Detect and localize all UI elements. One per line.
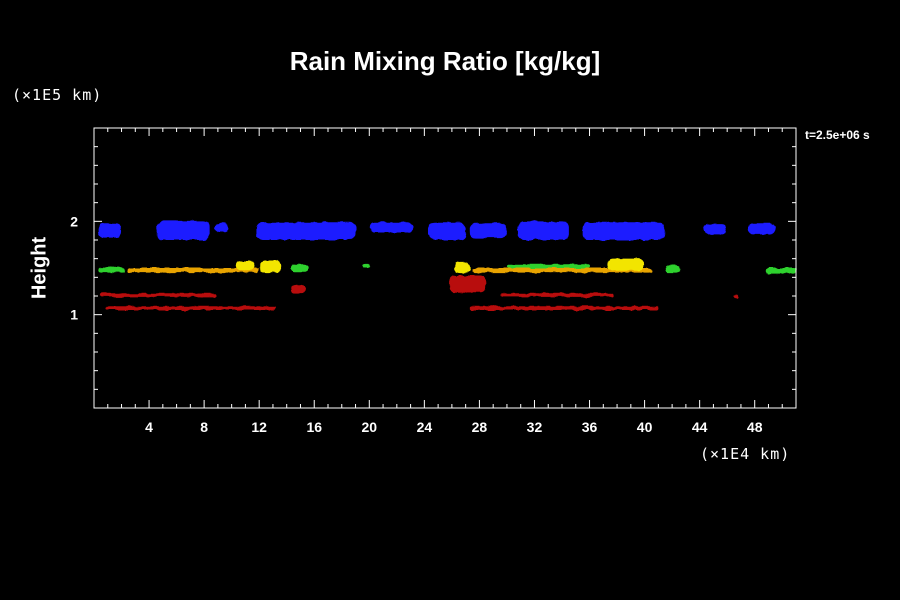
- field-feature-red: [734, 294, 739, 298]
- field-feature-yellow: [454, 262, 472, 274]
- field-feature-red: [290, 284, 306, 295]
- y-tick-label: 2: [70, 213, 78, 229]
- field-feature-blue: [256, 222, 356, 240]
- field-feature-red: [105, 306, 276, 310]
- x-tick-label: 8: [200, 419, 208, 435]
- x-tick-label: 40: [637, 419, 653, 435]
- field-feature-blue: [98, 223, 122, 239]
- field-feature-orange: [128, 268, 260, 273]
- x-tick-label: 32: [527, 419, 543, 435]
- field-feature-green: [506, 264, 590, 268]
- field-feature-green: [765, 268, 796, 274]
- field-feature-yellow: [235, 260, 256, 271]
- x-axis-unit: (×1E4 km): [700, 445, 791, 463]
- x-tick-label: 12: [251, 419, 267, 435]
- field-feature-blue: [469, 223, 507, 239]
- field-feature-blue: [517, 221, 569, 240]
- field-feature-blue: [747, 223, 776, 235]
- field-feature-green: [98, 267, 126, 273]
- y-axis-unit: (×1E5 km): [12, 86, 103, 104]
- field-feature-blue: [582, 222, 666, 240]
- field-features: [98, 220, 796, 310]
- x-tick-label: 44: [692, 419, 708, 435]
- field-feature-green: [290, 264, 309, 272]
- y-tick-label: 1: [70, 307, 78, 323]
- time-label: t=2.5e+06 s: [805, 128, 870, 142]
- x-tick-label: 4: [145, 419, 153, 435]
- field-feature-red: [469, 306, 659, 310]
- field-feature-yellow: [607, 258, 645, 271]
- plot-frame: [93, 127, 797, 409]
- field-feature-red: [100, 293, 217, 297]
- field-feature-blue: [215, 223, 229, 233]
- field-feature-orange: [472, 268, 652, 273]
- x-tick-label: 36: [582, 419, 598, 435]
- x-tick-label: 20: [362, 419, 378, 435]
- field-feature-green: [362, 263, 370, 268]
- x-tick-label: 28: [472, 419, 488, 435]
- field-feature-red: [500, 293, 613, 297]
- chart-title: Rain Mixing Ratio [kg/kg]: [289, 46, 601, 76]
- x-tick-label: 48: [747, 419, 763, 435]
- x-tick-label: 16: [306, 419, 322, 435]
- y-axis: 12: [70, 146, 796, 390]
- field-feature-blue: [703, 224, 728, 235]
- x-tick-label: 24: [417, 419, 433, 435]
- plot-border: [93, 127, 797, 409]
- field-feature-blue: [369, 222, 414, 233]
- field-feature-green: [665, 265, 681, 273]
- x-axis: 4 8 12 16 20 24 28 32 36 40 44 48: [107, 128, 783, 435]
- field-feature-blue: [157, 220, 210, 240]
- field-feature-red: [449, 275, 487, 293]
- field-feature-yellow: [259, 260, 282, 273]
- field-feature-blue: [428, 222, 466, 240]
